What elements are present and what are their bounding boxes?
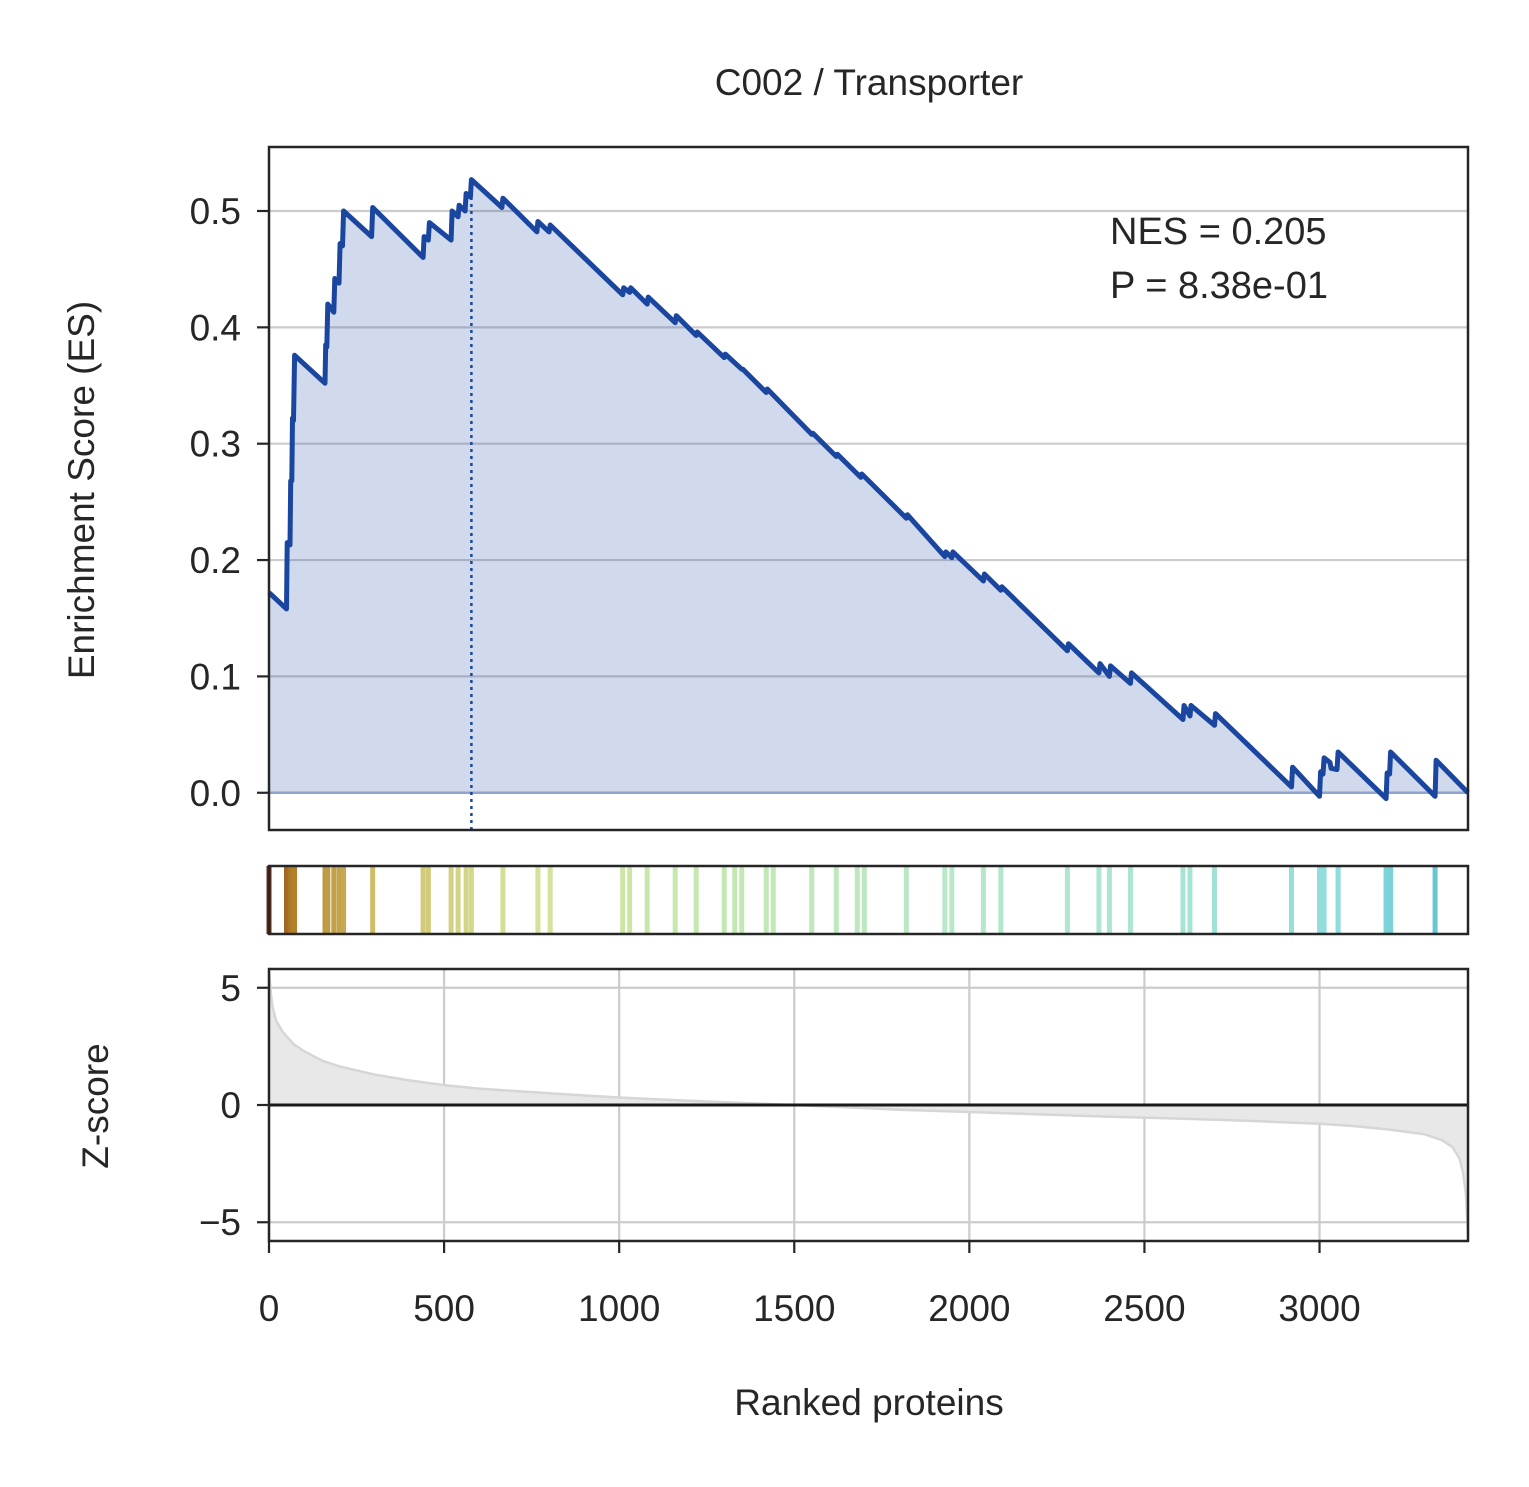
hit-bar	[627, 866, 633, 934]
hit-bar	[341, 866, 347, 934]
hit-bar	[500, 866, 506, 934]
hit-bar	[1321, 866, 1327, 934]
x-tick-label: 0	[259, 1288, 280, 1329]
es-y-tick-label: 0.5	[190, 191, 241, 232]
hit-bar	[535, 866, 541, 934]
hit-bar	[336, 866, 342, 934]
es-y-tick-label: 0.4	[190, 307, 241, 348]
hit-bar	[672, 866, 678, 934]
hit-bar	[732, 866, 738, 934]
hit-bar	[1127, 866, 1133, 934]
annotation-p: P = 8.38e-01	[1110, 265, 1328, 307]
annotation-nes: NES = 0.205	[1110, 211, 1327, 253]
x-tick-label: 3000	[1278, 1288, 1360, 1329]
chart-title: C002 / Transporter	[715, 62, 1023, 103]
es-y-tick-label: 0.2	[190, 540, 241, 581]
hit-bar	[331, 866, 337, 934]
hit-bar	[370, 866, 376, 934]
es-y-tick-label: 0.1	[190, 656, 241, 697]
hit-bar	[1180, 866, 1186, 934]
z-y-tick-label: 0	[220, 1085, 241, 1126]
hit-bar	[949, 866, 955, 934]
enrichment-score-panel: 0.0 0.1 0.2 0.3 0.4 0.5	[190, 145, 1470, 832]
hit-bar	[448, 866, 454, 934]
hit-bar	[809, 866, 815, 934]
hit-bar	[942, 866, 948, 934]
x-tick-label: 1500	[753, 1288, 835, 1329]
x-tick-label: 2000	[928, 1288, 1010, 1329]
x-tick-label: 500	[413, 1288, 475, 1329]
hit-bar	[1432, 866, 1438, 934]
es-y-tick-label: 0.0	[190, 773, 241, 814]
hit-bar	[763, 866, 769, 934]
hit-bar	[770, 866, 776, 934]
hit-bar	[547, 866, 553, 934]
hit-barcode-panel	[266, 864, 1470, 936]
zscore-frame	[267, 967, 1470, 1243]
hit-bar	[739, 866, 745, 934]
hit-bar	[1187, 866, 1193, 934]
hit-bar	[1106, 866, 1112, 934]
hit-bar	[1383, 866, 1389, 934]
hit-bar	[1211, 866, 1217, 934]
hit-bar	[721, 866, 727, 934]
x-tick-label: 2500	[1103, 1288, 1185, 1329]
hit-bar	[420, 866, 426, 934]
barcode-frame	[267, 864, 1470, 936]
es-area-fill	[269, 179, 1468, 799]
hit-bar	[854, 866, 860, 934]
zscore-y-axis-label: Z-score	[75, 1043, 116, 1168]
hit-bar	[1064, 866, 1070, 934]
hit-bar	[455, 866, 461, 934]
hit-bar	[1317, 866, 1323, 934]
hit-bar	[1289, 866, 1295, 934]
hit-bar	[463, 866, 469, 934]
hit-bar	[322, 866, 328, 934]
es-y-axis-label: Enrichment Score (ES)	[61, 301, 102, 679]
hit-bar	[292, 866, 298, 934]
hit-bar	[833, 866, 839, 934]
hit-bar	[468, 866, 474, 934]
z-y-tick-label: 5	[220, 968, 241, 1009]
es-y-tick-label: 0.3	[190, 424, 241, 465]
hit-bar	[1335, 866, 1341, 934]
hit-bar	[425, 866, 431, 934]
hit-bar	[1096, 866, 1102, 934]
hit-bar	[861, 866, 867, 934]
x-tick-label: 1000	[578, 1288, 660, 1329]
zscore-area	[269, 969, 1468, 1237]
hit-bar	[998, 866, 1004, 934]
hit-bar	[620, 866, 626, 934]
hit-bar	[284, 866, 290, 934]
hit-bar	[644, 866, 650, 934]
hit-bar	[903, 866, 909, 934]
es-frame	[267, 145, 1470, 832]
hit-bar	[693, 866, 699, 934]
x-axis-label: Ranked proteins	[734, 1382, 1003, 1423]
zscore-panel: −5 0 5 0 500 1000 1500 2000 2500 3000	[199, 967, 1470, 1329]
es-line	[267, 177, 1470, 802]
hit-bar	[1388, 866, 1394, 934]
hit-bar	[325, 866, 331, 934]
z-y-tick-label: −5	[199, 1202, 241, 1243]
hit-bar	[980, 866, 986, 934]
